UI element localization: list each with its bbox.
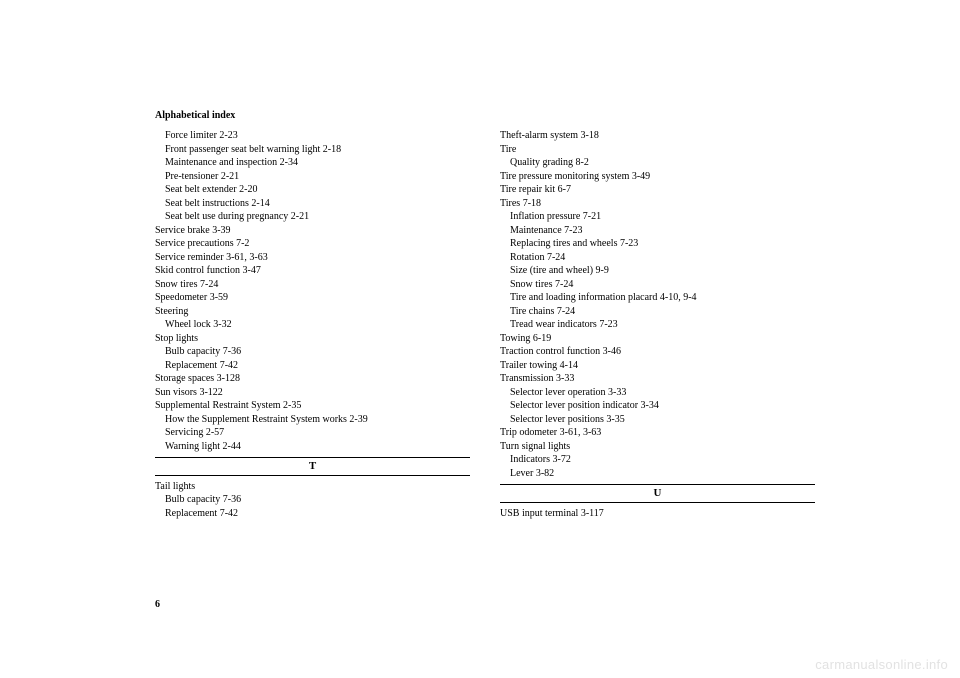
watermark: carmanualsonline.info bbox=[815, 657, 948, 672]
section-letter: T bbox=[155, 457, 470, 476]
index-entry: Snow tires 7-24 bbox=[500, 278, 815, 292]
index-entry: Sun visors 3-122 bbox=[155, 386, 470, 400]
index-entry: Indicators 3-72 bbox=[500, 453, 815, 467]
index-entry: Trip odometer 3-61, 3-63 bbox=[500, 426, 815, 440]
index-entry: Rotation 7-24 bbox=[500, 251, 815, 265]
columns: Force limiter 2-23Front passenger seat b… bbox=[155, 129, 815, 520]
index-entry: Warning light 2-44 bbox=[155, 440, 470, 454]
index-entry: Snow tires 7-24 bbox=[155, 278, 470, 292]
index-entry: Lever 3-82 bbox=[500, 467, 815, 481]
index-entry: Force limiter 2-23 bbox=[155, 129, 470, 143]
index-entry: Speedometer 3-59 bbox=[155, 291, 470, 305]
index-entry: Pre-tensioner 2-21 bbox=[155, 170, 470, 184]
index-entry: Service precautions 7-2 bbox=[155, 237, 470, 251]
index-entry: Tread wear indicators 7-23 bbox=[500, 318, 815, 332]
index-entry: Theft-alarm system 3-18 bbox=[500, 129, 815, 143]
index-entry: Steering bbox=[155, 305, 470, 319]
left-column: Force limiter 2-23Front passenger seat b… bbox=[155, 129, 470, 520]
index-entry: Tire pressure monitoring system 3-49 bbox=[500, 170, 815, 184]
index-entry: Tire and loading information placard 4-1… bbox=[500, 291, 815, 305]
right-column: Theft-alarm system 3-18TireQuality gradi… bbox=[500, 129, 815, 520]
index-entry: Maintenance 7-23 bbox=[500, 224, 815, 238]
index-entry: Supplemental Restraint System 2-35 bbox=[155, 399, 470, 413]
index-entry: Replacement 7-42 bbox=[155, 507, 470, 521]
page-number: 6 bbox=[155, 599, 160, 610]
index-entry: Traction control function 3-46 bbox=[500, 345, 815, 359]
index-entry: Wheel lock 3-32 bbox=[155, 318, 470, 332]
index-entry: Seat belt use during pregnancy 2-21 bbox=[155, 210, 470, 224]
index-entry: Tire chains 7-24 bbox=[500, 305, 815, 319]
index-entry: Seat belt extender 2-20 bbox=[155, 183, 470, 197]
index-entry: Quality grading 8-2 bbox=[500, 156, 815, 170]
section-letter: U bbox=[500, 484, 815, 503]
index-entry: Selector lever position indicator 3-34 bbox=[500, 399, 815, 413]
index-entry: Service brake 3-39 bbox=[155, 224, 470, 238]
index-entry: Towing 6-19 bbox=[500, 332, 815, 346]
index-entry: Tires 7-18 bbox=[500, 197, 815, 211]
index-entry: Bulb capacity 7-36 bbox=[155, 345, 470, 359]
index-entry: Selector lever positions 3-35 bbox=[500, 413, 815, 427]
index-entry: Tire bbox=[500, 143, 815, 157]
index-entry: Tail lights bbox=[155, 480, 470, 494]
index-entry: Skid control function 3-47 bbox=[155, 264, 470, 278]
index-entry: Transmission 3-33 bbox=[500, 372, 815, 386]
index-entry: Servicing 2-57 bbox=[155, 426, 470, 440]
index-entry: Inflation pressure 7-21 bbox=[500, 210, 815, 224]
index-entry: Storage spaces 3-128 bbox=[155, 372, 470, 386]
index-entry: Selector lever operation 3-33 bbox=[500, 386, 815, 400]
index-entry: Size (tire and wheel) 9-9 bbox=[500, 264, 815, 278]
index-entry: USB input terminal 3-117 bbox=[500, 507, 815, 521]
index-entry: Maintenance and inspection 2-34 bbox=[155, 156, 470, 170]
index-entry: Replacement 7-42 bbox=[155, 359, 470, 373]
index-entry: Turn signal lights bbox=[500, 440, 815, 454]
index-entry: Trailer towing 4-14 bbox=[500, 359, 815, 373]
index-entry: Stop lights bbox=[155, 332, 470, 346]
page: Alphabetical index Force limiter 2-23Fro… bbox=[0, 0, 960, 678]
index-entry: How the Supplement Restraint System work… bbox=[155, 413, 470, 427]
index-entry: Replacing tires and wheels 7-23 bbox=[500, 237, 815, 251]
index-entry: Front passenger seat belt warning light … bbox=[155, 143, 470, 157]
index-entry: Bulb capacity 7-36 bbox=[155, 493, 470, 507]
index-entry: Tire repair kit 6-7 bbox=[500, 183, 815, 197]
index-entry: Seat belt instructions 2-14 bbox=[155, 197, 470, 211]
section-header: Alphabetical index bbox=[155, 110, 815, 121]
index-entry: Service reminder 3-61, 3-63 bbox=[155, 251, 470, 265]
